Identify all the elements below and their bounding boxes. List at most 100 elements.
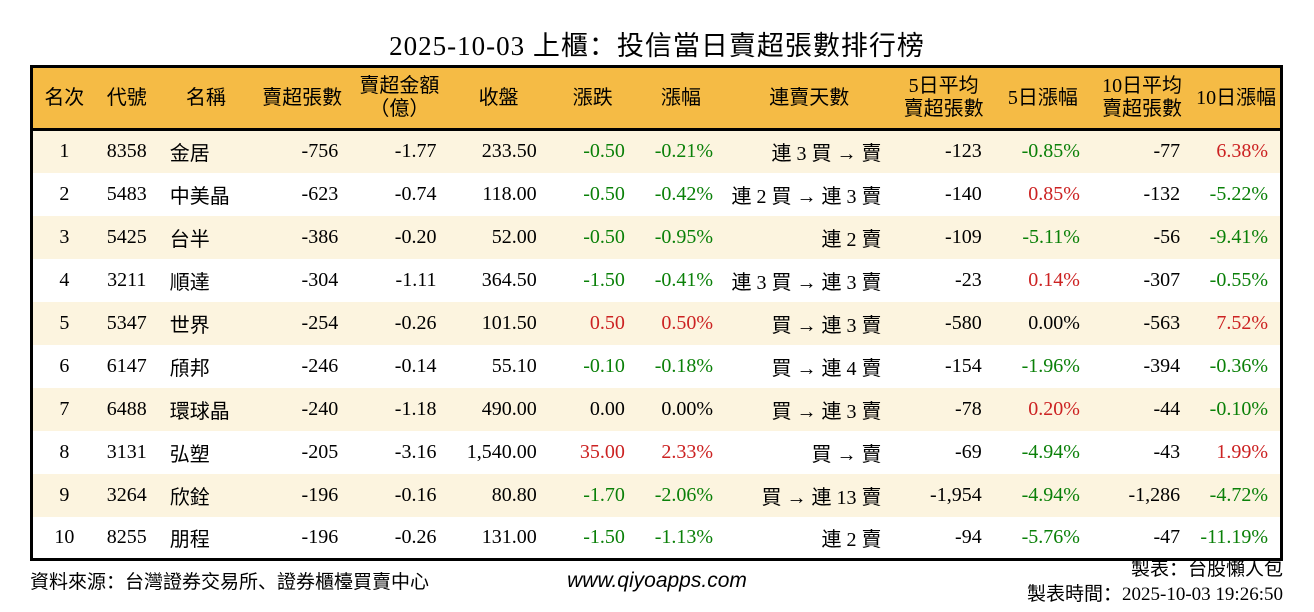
cell-streak: 連 2 賣 [821,528,882,551]
cell-pct5: -5.76% [1021,525,1080,548]
cell-close: 55.10 [491,354,537,377]
footer-site-url: www.qiyoapps.com [567,569,747,592]
table-row: 8 3131 弘塑 -205 -3.16 1,540.00 35.00 2.33% 買 → 賣 -… [31,430,1282,474]
cell-pct10: 7.52% [1216,311,1268,334]
cell-sell_amt: -1.11 [395,268,437,291]
header-cell-name: 名稱 [157,66,254,131]
header-cell-pct5: 5日漲幅 [993,66,1092,131]
cell-rank: 7 [59,397,70,420]
cell-chg_pct: -0.41% [654,268,714,291]
cell-pct10: 6.38% [1216,140,1268,163]
cell-name: 中美晶 [169,185,230,208]
cell-rank: 5 [59,311,70,334]
cell-sell_vol: -205 [301,440,339,463]
cell-sell_amt: -0.26 [394,525,437,548]
cell-chg: -0.50 [583,225,625,248]
cell-chg_pct: -0.95% [654,225,714,248]
cell-code: 5347 [106,311,147,334]
cell-code: 6488 [106,397,147,420]
cell-chg_pct: -0.21% [654,140,714,163]
cell-avg10: -47 [1153,525,1181,548]
table-row: 3 5425 台半 -386 -0.20 52.00 -0.50 -0.95% 連 2 賣 -10… [31,215,1282,259]
cell-sell_vol: -756 [301,140,339,163]
cell-avg5: -123 [945,140,982,163]
cell-pct5: 0.20% [1028,397,1080,420]
cell-code: 6147 [106,354,147,377]
cell-sell_vol: -196 [301,483,339,506]
cell-avg5: -154 [945,354,982,377]
cell-name: 環球晶 [169,400,230,423]
header-cell-pct10: 10日漲幅 [1192,66,1282,131]
cell-streak: 買 → 連 4 賣 [771,357,882,380]
cell-pct10: -5.22% [1209,182,1268,205]
header-cell-code: 代號 [95,66,158,131]
cell-chg: -1.70 [583,483,625,506]
cell-chg: 0.50 [589,311,625,334]
header-cell-streak: 連賣天數 [725,66,894,131]
cell-avg10: -44 [1153,397,1181,420]
cell-sell_amt: -3.16 [394,440,437,463]
cell-pct5: 0.00% [1028,311,1080,334]
cell-chg: -0.50 [583,140,625,163]
cell-pct10: -4.72% [1209,483,1268,506]
cell-sell_amt: -0.20 [394,225,437,248]
cell-code: 3131 [106,440,147,463]
cell-chg_pct: 2.33% [661,440,714,463]
cell-name: 世界 [169,314,210,337]
cell-close: 118.00 [482,182,537,205]
header-cell-close: 收盤 [448,66,549,131]
table-row: 10 8255 朋程 -196 -0.26 131.00 -1.50 -1.13% 連 2 賣 -… [31,516,1282,560]
cell-avg5: -109 [945,225,982,248]
cell-chg: 35.00 [579,440,625,463]
cell-code: 3211 [107,268,147,291]
table-row: 9 3264 欣銓 -196 -0.16 80.80 -1.70 -2.06% 買 → 連 13… [31,473,1282,517]
cell-pct10: -9.41% [1209,225,1268,248]
page-title: 2025-10-03 上櫃：投信當日賣超張數排行榜 [389,31,925,61]
table-header-row: 名次 代號 名稱 賣超張數 賣超金額 （億） 收盤 漲跌 漲幅 連賣天數 5日平均 賣超張數 5日漲… [31,66,1282,131]
cell-streak: 連 3 買 → 連 3 賣 [731,271,882,294]
cell-avg10: -394 [1143,354,1181,377]
cell-name: 金居 [169,143,210,166]
table-row: 7 6488 環球晶 -240 -1.18 490.00 0.00 0.00% 買 → 連 3 … [31,387,1282,431]
cell-pct5: -1.96% [1021,354,1080,377]
cell-name: 台半 [169,228,210,251]
cell-avg5: -1,954 [930,483,982,506]
cell-pct10: -0.10% [1209,397,1268,420]
header-cell-sell_vol: 賣超張數 [254,66,351,131]
cell-pct5: -4.94% [1021,483,1080,506]
table-row: 5 5347 世界 -254 -0.26 101.50 0.50 0.50% 買 → 連 3 賣… [31,301,1282,345]
cell-sell_vol: -246 [301,354,339,377]
cell-sell_vol: -196 [301,525,339,548]
cell-sell_amt: -0.14 [394,354,437,377]
cell-pct10: -0.36% [1209,354,1268,377]
footer-made-time: 製表時間：2025-10-03 19:26:50 [1027,584,1283,605]
header-cell-rank: 名次 [31,66,96,131]
cell-code: 5483 [106,182,147,205]
cell-chg_pct: -0.18% [654,354,714,377]
cell-pct5: -4.94% [1021,440,1080,463]
cell-chg_pct: -1.13% [654,525,714,548]
header-cell-chg_pct: 漲幅 [636,66,726,131]
cell-streak: 連 2 賣 [821,228,882,251]
header-cell-sell_amt: 賣超金額 （億） [350,66,449,131]
cell-streak: 買 → 連 13 賣 [761,486,882,509]
cell-avg10: -43 [1153,440,1181,463]
footer-maker: 製表：台股懶人包 [1130,559,1283,580]
cell-rank: 4 [59,268,70,291]
cell-close: 52.00 [491,225,537,248]
cell-rank: 8 [59,440,70,463]
footer-credits: 製表：台股懶人包 製表時間：2025-10-03 19:26:50 [1027,557,1283,607]
cell-sell_amt: -0.26 [394,311,437,334]
cell-avg5: -78 [955,397,982,420]
cell-close: 1,540.00 [466,440,537,463]
cell-pct5: 0.14% [1028,268,1080,291]
cell-pct5: -0.85% [1021,140,1080,163]
cell-streak: 買 → 賣 [811,443,882,466]
cell-name: 欣銓 [169,486,210,509]
cell-chg_pct: 0.50% [661,311,714,334]
cell-rank: 9 [59,483,70,506]
cell-avg5: -140 [945,182,982,205]
cell-chg_pct: 0.00% [661,397,714,420]
cell-avg10: -1,286 [1128,483,1181,506]
cell-streak: 連 3 買 → 賣 [771,143,882,166]
